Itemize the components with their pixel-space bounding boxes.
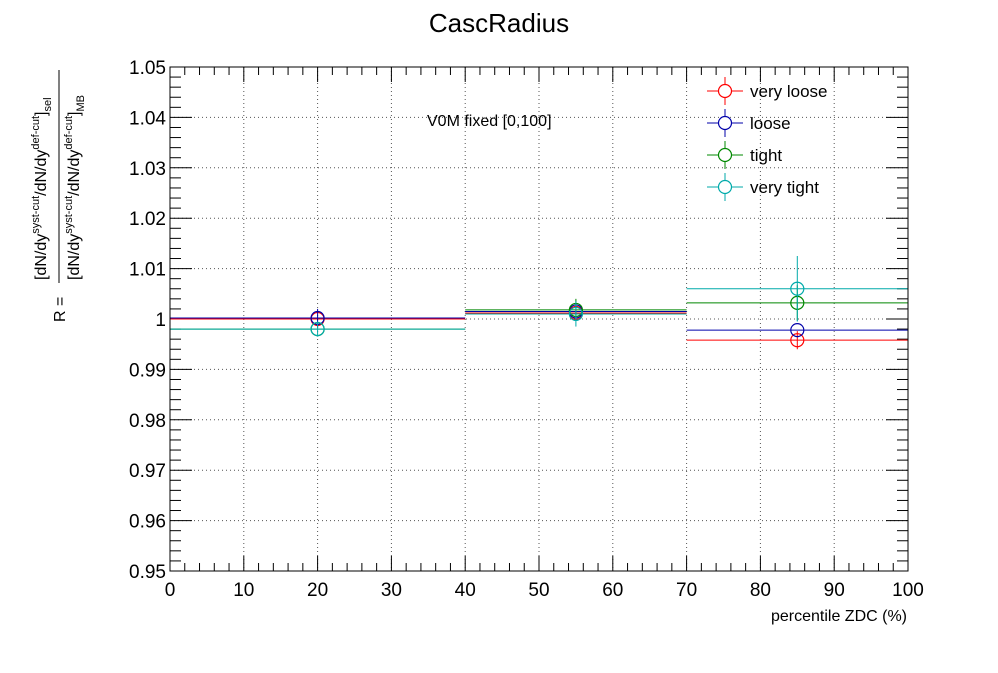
y-tick-label: 0.97 <box>129 461 166 482</box>
y-tick-label: 0.95 <box>129 562 166 583</box>
x-tick-label: 50 <box>528 580 549 601</box>
x-tick-label: 100 <box>892 580 924 601</box>
x-tick-label: 40 <box>455 580 476 601</box>
plot-frame <box>169 66 909 572</box>
tick-labels: 0 10 20 30 40 50 60 70 80 90 100 0.95 0.96 0.97 0.98 0.… <box>129 58 924 601</box>
chart-title: CascRadius <box>429 8 569 38</box>
y-tick-label: 0.98 <box>129 411 166 432</box>
legend-label: loose <box>750 114 791 133</box>
x-tick-label: 0 <box>165 580 176 601</box>
y-axis-title-prefix: R = <box>52 297 69 322</box>
legend-marker <box>717 83 733 99</box>
y-tick-label: 0.99 <box>129 360 166 381</box>
annotation-text: V0M fixed [0,100] <box>427 113 552 130</box>
data-point <box>568 306 584 322</box>
y-tick-label: 1.01 <box>129 260 166 281</box>
legend-label: tight <box>750 146 782 165</box>
y-axis-title-numerator: [dN/dysyst-cut/dN/dydef-cut]sel <box>30 97 54 280</box>
x-tick-label: 10 <box>233 580 254 601</box>
legend-marker <box>717 115 733 131</box>
y-tick-label: 1 <box>155 310 166 331</box>
x-tick-label: 70 <box>676 580 697 601</box>
y-tick-label: 0.96 <box>129 512 166 533</box>
y-axis-title-denominator: [dN/dysyst-cut/dN/dydef-cut]MB <box>63 95 87 280</box>
legend-label: very tight <box>750 178 819 197</box>
legend-marker <box>717 147 733 163</box>
y-tick-label: 1.03 <box>129 159 166 180</box>
legend: very loose loose tight very tight <box>707 77 827 201</box>
data-point <box>790 333 805 348</box>
x-tick-label: 60 <box>602 580 623 601</box>
grid <box>170 67 908 571</box>
y-tick-label: 1.02 <box>129 209 166 230</box>
legend-marker <box>717 179 733 195</box>
x-tick-label: 90 <box>824 580 845 601</box>
y-tick-label: 1.04 <box>129 108 166 129</box>
data-point <box>790 322 805 338</box>
x-tick-label: 30 <box>381 580 402 601</box>
data-point <box>790 281 805 296</box>
x-tick-label: 20 <box>307 580 328 601</box>
x-axis-title: percentile ZDC (%) <box>771 608 907 625</box>
data-points <box>170 256 908 350</box>
y-axis-title: R = [dN/dysyst-cut/dN/dydef-cut]sel [dN/… <box>30 70 87 322</box>
y-tick-label: 1.05 <box>129 58 166 79</box>
legend-label: very loose <box>750 82 827 101</box>
x-tick-label: 80 <box>750 580 771 601</box>
data-point <box>310 321 325 337</box>
